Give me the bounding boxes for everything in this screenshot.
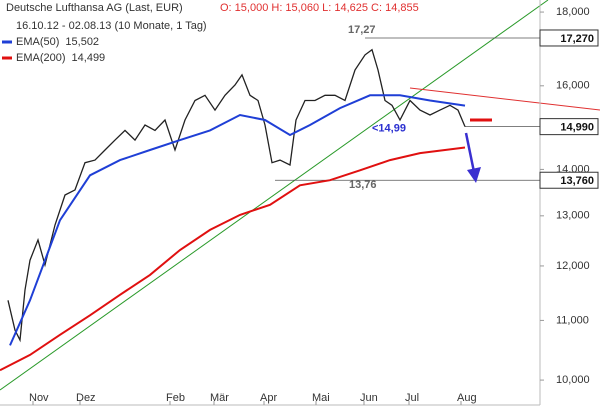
level-label: 17,270 — [560, 33, 594, 45]
trend-line — [0, 0, 549, 391]
level-annotation: <14,99 — [372, 123, 406, 135]
y-tick-label: 10,000 — [556, 374, 590, 386]
level-annotation: 17,27 — [348, 24, 376, 36]
x-tick-label: Nov — [29, 392, 49, 404]
level-label: 13,760 — [560, 175, 594, 187]
series-line — [0, 146, 466, 372]
header: Deutsche Lufthansa AG (Last, EUR) O: 15,… — [6, 2, 419, 32]
legend-name: EMA(200) — [16, 52, 66, 64]
legend-value: 15,502 — [65, 36, 99, 48]
ohlc: O: 15,000 H: 15,060 L: 14,625 C: 14,855 — [220, 2, 419, 14]
level-label: 14,990 — [560, 122, 594, 134]
x-tick-label: Apr — [260, 392, 277, 404]
series-line — [7, 48, 466, 343]
series-line — [9, 94, 466, 346]
chart-title: Deutsche Lufthansa AG (Last, EUR) — [6, 2, 183, 14]
x-tick-label: Dez — [76, 392, 96, 404]
y-tick-label: 16,000 — [556, 80, 590, 92]
resistance-line — [409, 87, 600, 111]
level-box — [539, 118, 599, 136]
arrow — [464, 132, 476, 173]
y-tick-label: 12,000 — [556, 260, 590, 272]
y-tick-label: 11,000 — [556, 314, 589, 326]
x-tick-label: Feb — [166, 392, 185, 404]
x-tick-label: Jul — [405, 392, 419, 404]
level-box — [539, 171, 599, 189]
plot-area — [0, 0, 540, 405]
level-annotation: 13,76 — [349, 179, 377, 191]
level-box — [539, 29, 599, 47]
x-tick-label: Mär — [210, 392, 229, 404]
x-tick-label: Jun — [360, 392, 378, 404]
y-tick-label: 18,000 — [556, 6, 590, 18]
x-tick-label: Mai — [312, 392, 330, 404]
arrow-head — [467, 167, 481, 183]
subtitle: 16.10.12 - 02.08.13 (10 Monate, 1 Tag) — [16, 20, 207, 32]
legend-name: EMA(50) — [16, 36, 59, 48]
x-tick-label: Aug — [457, 392, 477, 404]
legend-value: 14,499 — [72, 52, 106, 64]
y-tick-label: 13,000 — [556, 210, 590, 222]
